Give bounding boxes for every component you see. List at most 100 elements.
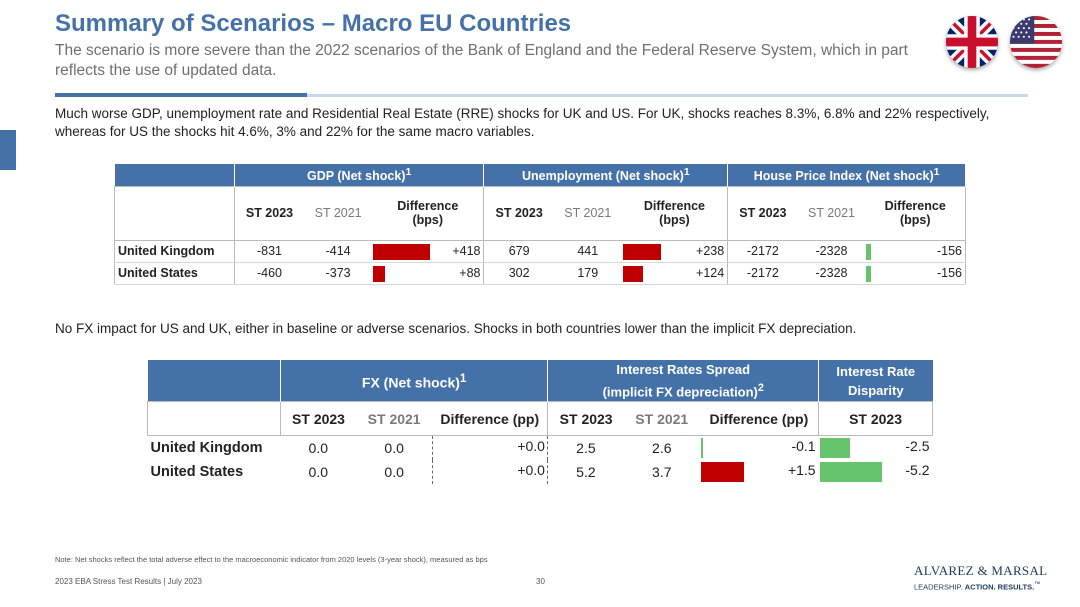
difference-value: -156 bbox=[936, 265, 962, 280]
difference-value: -156 bbox=[936, 243, 962, 258]
fx-rates-table: FX (Net shock)1 Interest Rates Spread (i… bbox=[147, 360, 933, 484]
fx-difference: +0.0 bbox=[432, 459, 548, 484]
table-row: United States -460 -373 +88 302 179 +124… bbox=[114, 262, 967, 285]
fx-group-header: FX (Net shock)1 bbox=[280, 360, 549, 402]
table-row: United States 0.0 0.0 +0.0 5.2 3.7 +1.5 … bbox=[148, 459, 933, 484]
zero-line bbox=[546, 436, 548, 460]
country-label: United Kingdom bbox=[114, 240, 235, 263]
hpi-st2021: -2328 bbox=[797, 240, 866, 263]
gdp-difference: +418 bbox=[372, 240, 484, 263]
footer-text: 2023 EBA Stress Test Results | July 2023 bbox=[55, 577, 202, 586]
summary-paragraph: Much worse GDP, unemployment rate and Re… bbox=[55, 106, 990, 139]
gdp-st2021: -373 bbox=[304, 262, 373, 285]
unemp-difference: +124 bbox=[621, 262, 728, 285]
col-st2021: ST 2021 bbox=[623, 401, 700, 437]
difference-bar bbox=[622, 265, 643, 282]
hpi-group-header: House Price Index (Net shock)1 bbox=[727, 164, 966, 186]
col-difference: Difference (bps) bbox=[621, 185, 728, 241]
country-label: United States bbox=[150, 463, 244, 480]
zero-line bbox=[546, 459, 548, 484]
col-st2023: ST 2023 bbox=[727, 185, 798, 241]
col-st2023: ST 2023 bbox=[483, 185, 554, 241]
col-st2021: ST 2021 bbox=[356, 401, 433, 437]
col-st2021: ST 2021 bbox=[553, 185, 622, 241]
unemp-difference: +238 bbox=[621, 240, 728, 263]
difference-value: +0.0 bbox=[517, 438, 545, 455]
page-subtitle: The scenario is more severe than the 202… bbox=[55, 42, 908, 79]
difference-bar bbox=[373, 265, 386, 282]
side-tab-marker bbox=[0, 130, 16, 170]
ird-st2023: -2.5 bbox=[819, 436, 933, 460]
header-divider bbox=[55, 94, 1028, 97]
footnote: Note: Net shocks reflect the total adver… bbox=[55, 555, 488, 564]
zero-line bbox=[432, 459, 434, 484]
difference-value: +88 bbox=[459, 265, 481, 280]
irs-group-header: Interest Rates Spread (implicit FX depre… bbox=[547, 360, 820, 402]
col-difference: Difference (pp) bbox=[699, 401, 819, 437]
fx-st2023: 0.0 bbox=[308, 463, 328, 480]
irs-difference: -0.1 bbox=[700, 436, 819, 460]
us-flag-icon bbox=[1010, 16, 1062, 68]
col-st2021: ST 2021 bbox=[304, 185, 373, 241]
uk-flag-icon bbox=[946, 16, 998, 68]
macro-shock-table: GDP (Net shock)1 Unemployment (Net shock… bbox=[114, 164, 967, 285]
fx-paragraph: No FX impact for US and UK, either in ba… bbox=[55, 321, 857, 336]
gdp-difference: +88 bbox=[372, 262, 484, 285]
unemp-st2023: 679 bbox=[483, 240, 554, 263]
difference-bar bbox=[622, 243, 661, 260]
irs-st2021: 2.6 bbox=[652, 440, 672, 457]
hpi-st2023: -2172 bbox=[727, 240, 798, 263]
gdp-st2021: -414 bbox=[304, 240, 373, 263]
difference-bar bbox=[866, 265, 872, 282]
irs-st2023: 5.2 bbox=[576, 463, 596, 480]
table-row: United Kingdom 0.0 0.0 +0.0 2.5 2.6 -0.1… bbox=[148, 436, 933, 460]
table1-corner bbox=[114, 164, 235, 186]
country-label: United Kingdom bbox=[150, 440, 263, 457]
gdp-st2023: -831 bbox=[233, 240, 305, 263]
brand-logo: ALVAREZ & MARSAL bbox=[914, 563, 1048, 578]
hpi-difference: -156 bbox=[865, 262, 967, 285]
difference-value: +418 bbox=[452, 243, 481, 258]
ird-st2023: -5.2 bbox=[819, 460, 933, 484]
unemp-st2023: 302 bbox=[483, 262, 554, 285]
col-st2023: ST 2023 bbox=[818, 401, 933, 437]
fx-st2021: 0.0 bbox=[384, 463, 404, 480]
col-st2021: ST 2021 bbox=[797, 185, 866, 241]
page-number: 30 bbox=[536, 577, 545, 586]
difference-bar bbox=[866, 243, 872, 260]
difference-value: -0.1 bbox=[791, 438, 816, 455]
col-difference: Difference (bps) bbox=[372, 185, 484, 241]
difference-bar bbox=[819, 461, 882, 482]
fx-st2021: 0.0 bbox=[384, 440, 404, 457]
irs-st2021: 3.7 bbox=[652, 463, 672, 480]
gdp-st2023: -460 bbox=[233, 262, 305, 285]
table2-corner bbox=[147, 360, 281, 402]
table-row: United Kingdom -831 -414 +418 679 441 +2… bbox=[114, 240, 967, 263]
unemp-st2021: 441 bbox=[553, 240, 622, 263]
page-title: Summary of Scenarios – Macro EU Countrie… bbox=[55, 10, 572, 37]
difference-value: +0.0 bbox=[517, 461, 545, 478]
hpi-difference: -156 bbox=[865, 240, 967, 263]
difference-value: +124 bbox=[696, 265, 725, 280]
fx-st2023: 0.0 bbox=[308, 440, 328, 457]
col-st2023: ST 2023 bbox=[233, 185, 305, 241]
irs-st2023: 2.5 bbox=[576, 440, 596, 457]
col-st2023: ST 2023 bbox=[279, 401, 357, 437]
header-divider-accent bbox=[55, 93, 307, 97]
hpi-st2023: -2172 bbox=[727, 262, 798, 285]
zero-line bbox=[432, 436, 434, 460]
difference-value: -5.2 bbox=[905, 461, 930, 478]
difference-value: +238 bbox=[696, 243, 725, 258]
difference-bar bbox=[700, 461, 744, 482]
brand-tagline: LEADERSHIP. ACTION. RESULTS.™ bbox=[914, 581, 1041, 592]
hpi-st2021: -2328 bbox=[797, 262, 866, 285]
difference-value: -2.5 bbox=[905, 438, 930, 455]
country-label: United States bbox=[114, 262, 235, 285]
irs-difference: +1.5 bbox=[700, 460, 819, 484]
difference-bar bbox=[700, 438, 703, 459]
difference-bar bbox=[373, 243, 431, 260]
difference-value: +1.5 bbox=[787, 461, 816, 478]
fx-difference: +0.0 bbox=[432, 436, 548, 460]
gdp-group-header: GDP (Net shock)1 bbox=[234, 164, 485, 186]
unemployment-group-header: Unemployment (Net shock)1 bbox=[483, 164, 729, 186]
